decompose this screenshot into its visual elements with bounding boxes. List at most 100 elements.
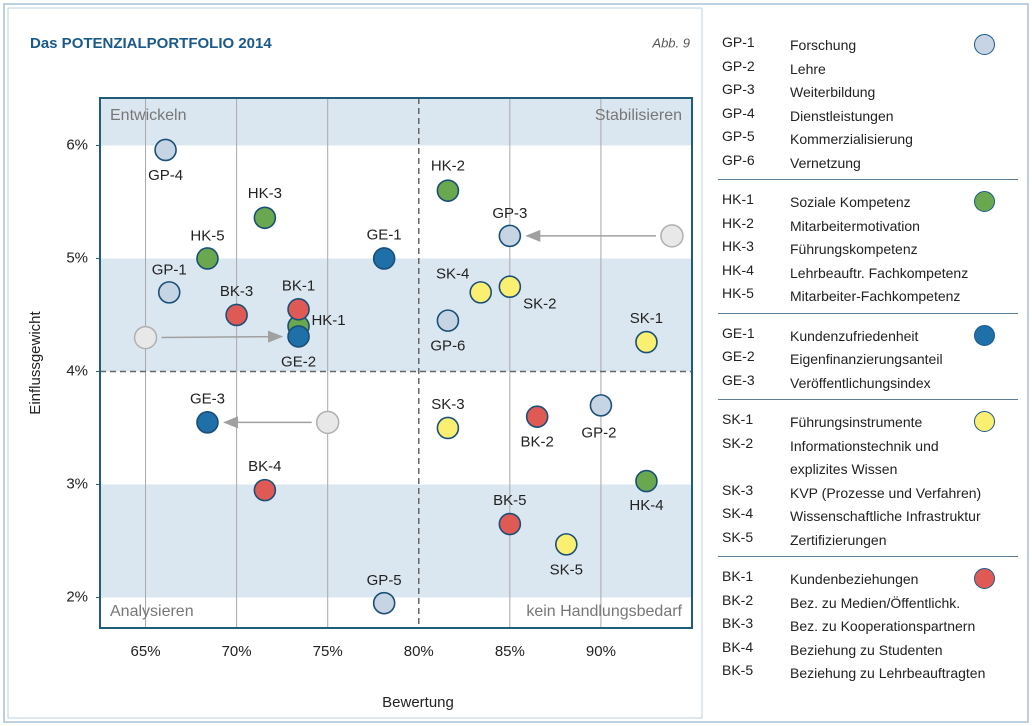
x-axis-label: Bewertung bbox=[382, 694, 454, 711]
legend-item: SK-1 Führungsinstrumente bbox=[722, 411, 922, 434]
chart-title: Das POTENZIALPORTFOLIO 2014 bbox=[30, 35, 272, 52]
y-tick-label: 3% bbox=[66, 475, 88, 492]
legend-item: BK-2 Bez. zu Medien/Öffentlichk. bbox=[722, 592, 960, 615]
legend-item: GP-4 Dienstleistungen bbox=[722, 105, 894, 128]
legend-code: BK-1 bbox=[722, 568, 754, 584]
x-tick-label: 70% bbox=[222, 643, 252, 660]
legend-code: GP-6 bbox=[722, 151, 755, 168]
legend-code: GP-4 bbox=[722, 104, 755, 121]
legend-code: HK-1 bbox=[722, 191, 754, 207]
point-label: GE-1 bbox=[367, 226, 402, 243]
point-label: HK-2 bbox=[431, 158, 465, 175]
legend-separator bbox=[718, 179, 1018, 180]
point bbox=[635, 330, 658, 354]
point bbox=[436, 416, 460, 440]
legend-swatch bbox=[974, 411, 995, 432]
legend-item: GE-2 Eigenfinanzierungsanteil bbox=[722, 348, 943, 371]
point-label: HK-3 bbox=[248, 185, 282, 202]
x-tick-label: 80% bbox=[404, 643, 434, 660]
point bbox=[196, 247, 219, 270]
band bbox=[100, 258, 692, 372]
point bbox=[253, 206, 277, 230]
point-label: GP-3 bbox=[492, 205, 527, 222]
legend-name: Beziehung zu Studenten bbox=[790, 641, 943, 658]
point bbox=[469, 281, 493, 304]
point-label: SK-5 bbox=[550, 561, 583, 578]
legend-code: HK-4 bbox=[722, 261, 754, 278]
point-label: HK-5 bbox=[190, 227, 224, 244]
legend-item: HK-4 Lehrbeauftr. Fachkompetenz bbox=[722, 262, 968, 285]
legend-code: GP-3 bbox=[722, 81, 755, 97]
point-label: BK-5 bbox=[493, 492, 526, 509]
legend-item: HK-5 Mitarbeiter-Fachkompetenz bbox=[722, 285, 960, 308]
point bbox=[498, 275, 522, 299]
point-label: HK-1 bbox=[311, 312, 345, 329]
y-tick-label: 6% bbox=[66, 136, 88, 153]
band bbox=[100, 484, 692, 598]
point bbox=[372, 247, 396, 270]
legend-name: Lehre bbox=[790, 60, 826, 77]
legend-item: GP-1 Forschung bbox=[722, 34, 856, 57]
legend-item: HK-3 Führungskompetenz bbox=[722, 238, 918, 261]
point bbox=[287, 298, 310, 321]
plot-border bbox=[99, 97, 693, 629]
point-label: GP-5 bbox=[367, 572, 402, 589]
x-tick-label: 75% bbox=[313, 643, 343, 660]
legend-item: GP-2 Lehre bbox=[722, 58, 826, 81]
y-tick-label: 2% bbox=[66, 588, 88, 605]
legend-item: BK-5 Beziehung zu Lehrbeauftragten bbox=[722, 662, 985, 685]
point bbox=[498, 224, 522, 248]
point-label: GE-3 bbox=[190, 390, 225, 407]
legend-separator bbox=[718, 312, 1018, 314]
legend-code: BK-4 bbox=[722, 638, 754, 655]
legend-item: GP-5 Kommerzialisierung bbox=[722, 128, 913, 151]
legend-item: SK-3 KVP (Prozesse und Verfahren) bbox=[722, 482, 981, 505]
legend-item: HK-1 Soziale Kompetenz bbox=[722, 191, 911, 214]
point-label: GP-6 bbox=[430, 338, 465, 355]
quadrant-label: kein Handlungsbedarf bbox=[526, 603, 682, 620]
point-label: SK-3 bbox=[431, 396, 464, 413]
point bbox=[372, 591, 396, 615]
legend-name: Eigenfinanzierungsanteil bbox=[790, 351, 943, 367]
point bbox=[555, 533, 578, 556]
legend-item: SK-2 Informationstechnik und explizites W… bbox=[722, 435, 939, 481]
previous-point bbox=[315, 410, 340, 435]
legend-code: BK-5 bbox=[722, 662, 754, 678]
legend-name: KVP (Prozesse und Verfahren) bbox=[790, 484, 982, 501]
legend-name: Führungsinstrumente bbox=[790, 414, 923, 430]
y-tick-label: 4% bbox=[66, 362, 88, 379]
legend-swatch bbox=[974, 34, 995, 55]
plot-back bbox=[100, 98, 692, 598]
legend: GP-1 Forschung GP-2 Lehre GP-3 Weiterbildung G… bbox=[708, 8, 1024, 718]
point bbox=[498, 512, 522, 536]
point bbox=[157, 281, 181, 304]
point-label: GP-4 bbox=[148, 167, 183, 184]
legend-item: SK-5 Zertifizierungen bbox=[722, 529, 887, 552]
legend-name: Forschung bbox=[790, 37, 857, 53]
legend-code: HK-5 bbox=[722, 285, 754, 301]
legend-code: GE-3 bbox=[722, 371, 755, 388]
point bbox=[154, 138, 177, 162]
legend-separator bbox=[718, 399, 1018, 400]
legend-item: BK-3 Bez. zu Kooperationspartnern bbox=[722, 615, 975, 638]
frame bbox=[3, 3, 1029, 723]
legend-code: SK-2 bbox=[722, 434, 754, 451]
legend-item: HK-2 Mitarbeitermotivation bbox=[722, 215, 920, 238]
legend-code: SK-1 bbox=[722, 411, 754, 427]
point bbox=[253, 478, 277, 502]
point-label: HK-4 bbox=[629, 497, 663, 514]
legend-code: SK-5 bbox=[722, 528, 754, 545]
point bbox=[436, 179, 460, 202]
legend-name: Kommerzialisierung bbox=[790, 131, 913, 147]
legend-name: Kundenzufriedenheit bbox=[790, 327, 919, 344]
point bbox=[287, 325, 310, 348]
point bbox=[635, 469, 658, 493]
point-label: GP-1 bbox=[152, 261, 187, 278]
band bbox=[100, 98, 692, 146]
point-label: BK-2 bbox=[520, 434, 553, 451]
legend-item: GE-3 Veröffentlichungsindex bbox=[722, 372, 931, 395]
previous-point bbox=[133, 325, 158, 350]
move-arrow bbox=[161, 330, 284, 343]
legend-name: Lehrbeauftr. Fachkompetenz bbox=[790, 264, 969, 281]
legend-name: Soziale Kompetenz bbox=[790, 194, 911, 210]
